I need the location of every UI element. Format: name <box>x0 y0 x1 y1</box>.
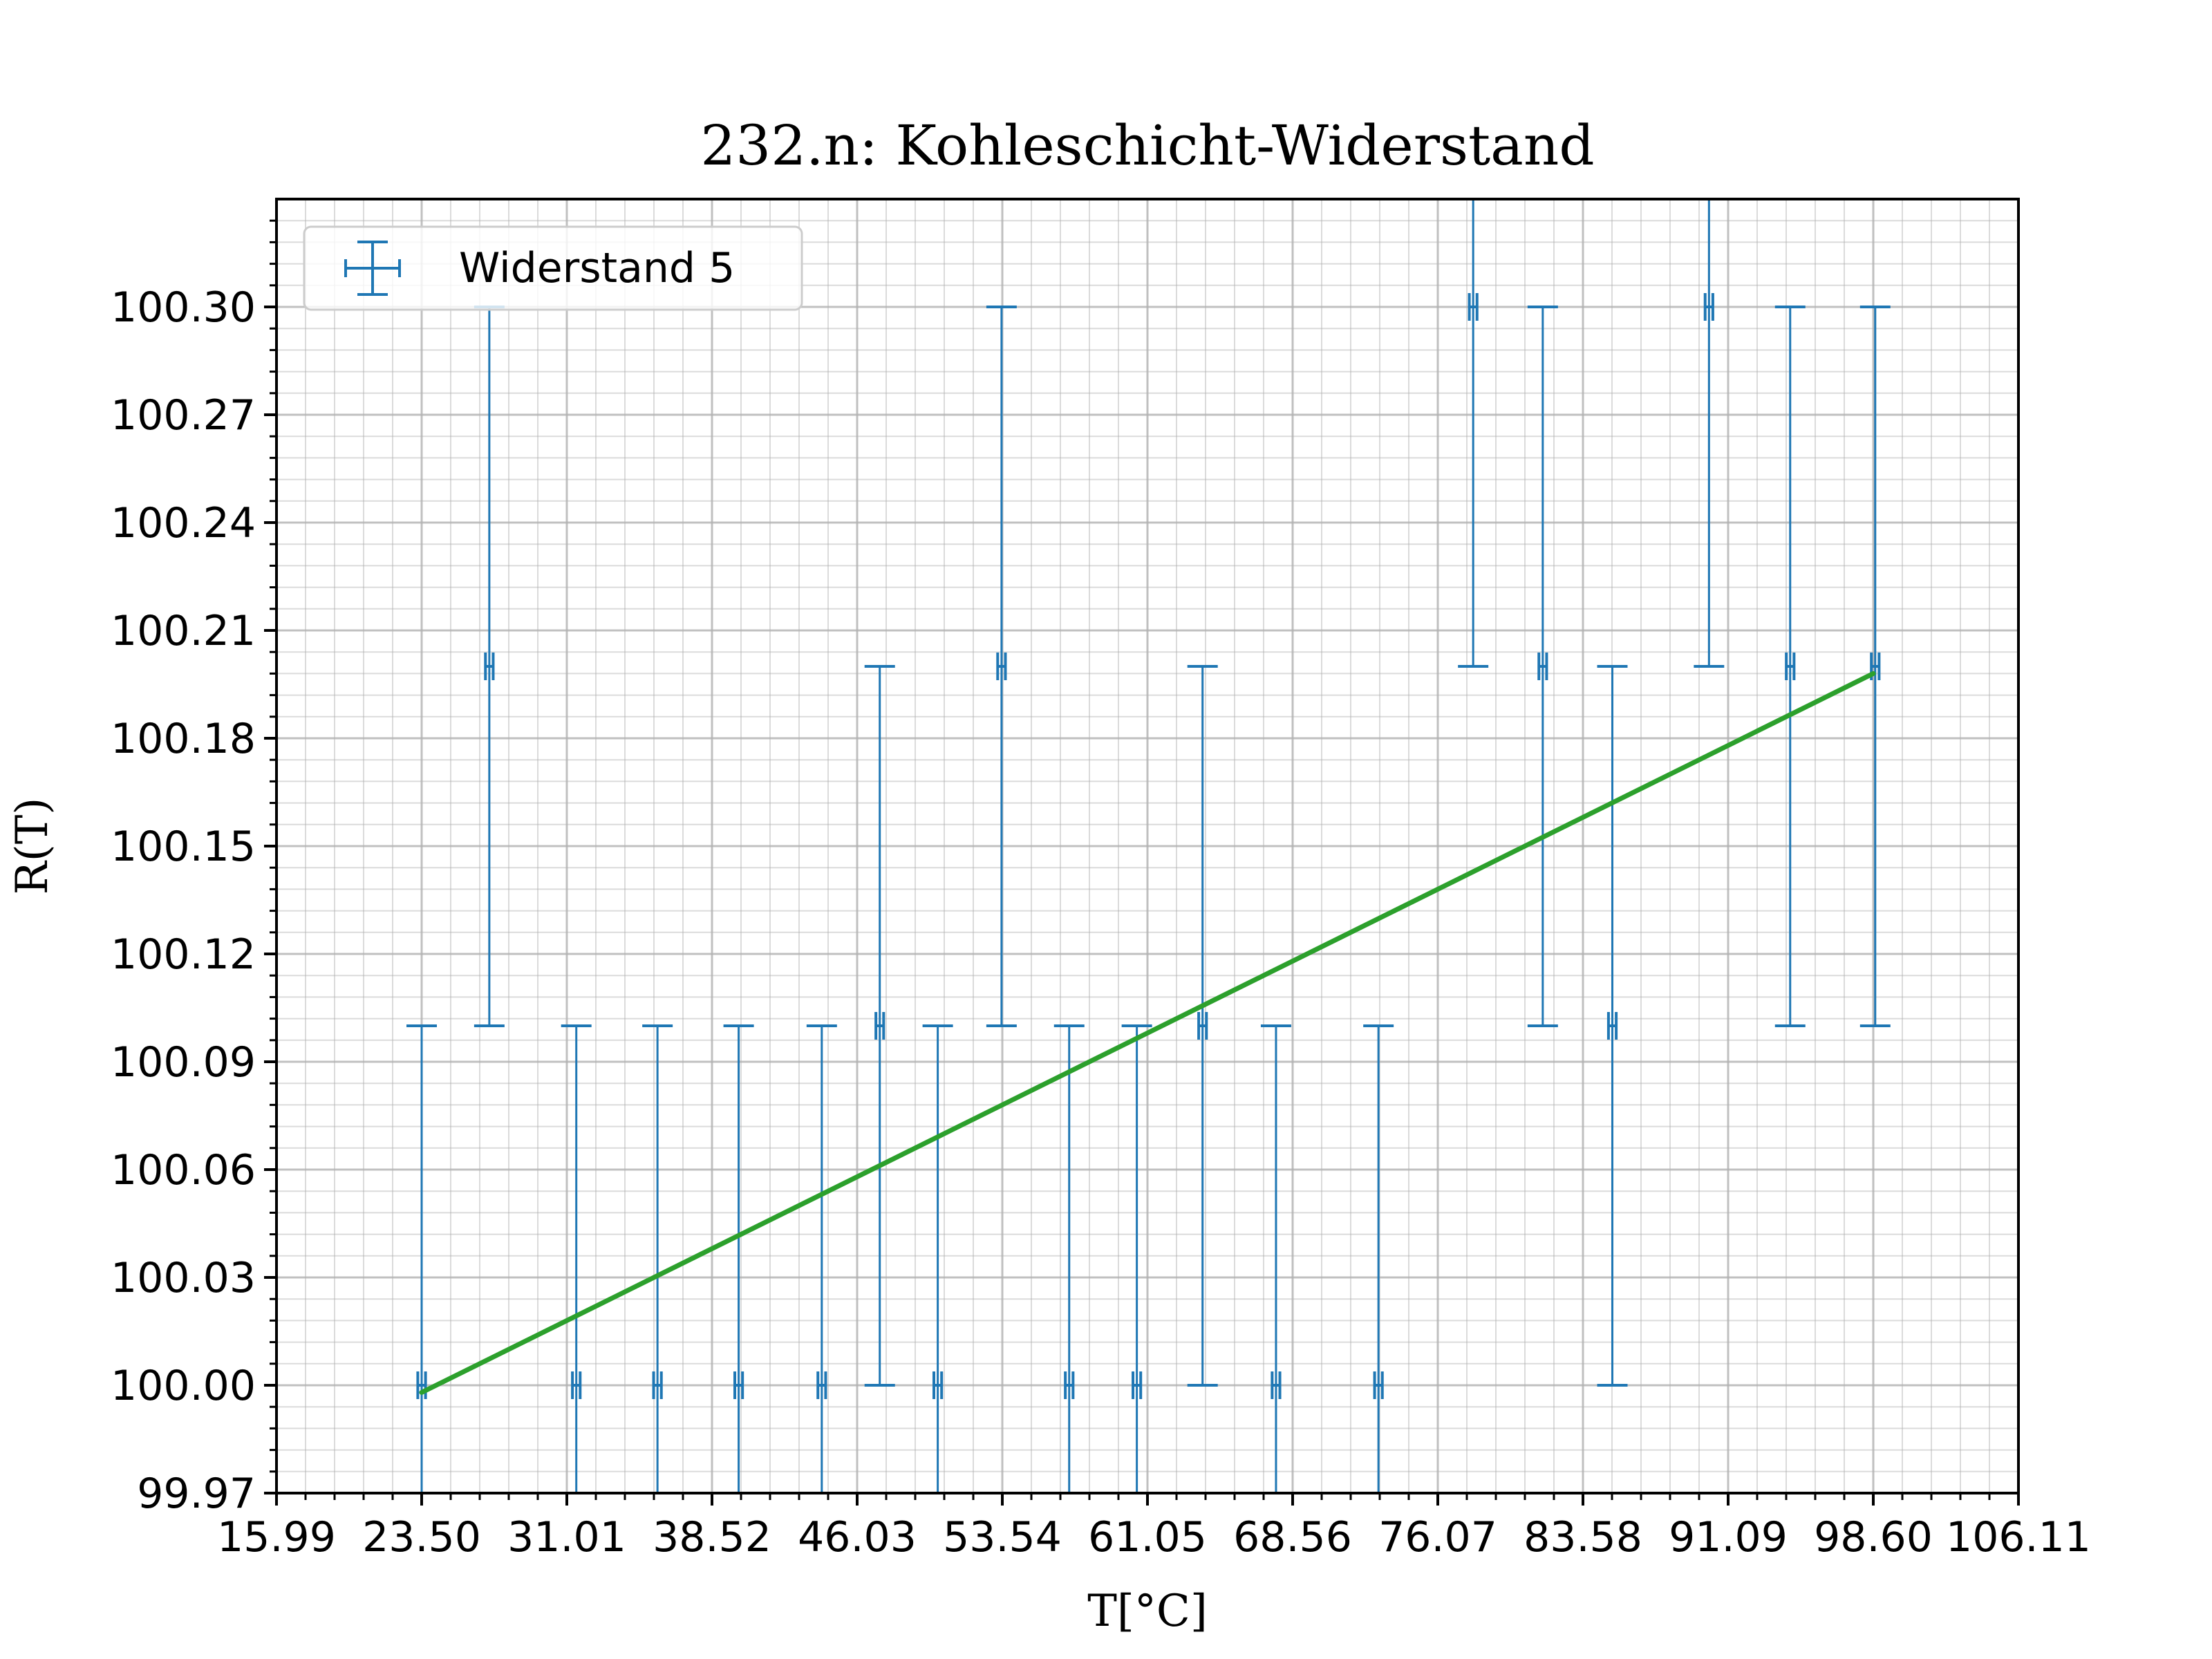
y-tick-label: 100.21 <box>111 607 256 655</box>
y-tick-label: 100.00 <box>111 1362 256 1410</box>
x-tick-label: 15.99 <box>217 1513 336 1562</box>
data-point <box>1694 199 1725 668</box>
x-tick-label: 106.11 <box>1946 1513 2091 1562</box>
data-point <box>406 1024 437 1493</box>
data-point <box>922 1024 953 1493</box>
y-tick-label: 100.30 <box>111 283 256 332</box>
y-tick-label: 100.06 <box>111 1146 256 1194</box>
x-tick-label: 46.03 <box>798 1513 917 1562</box>
data-point <box>1774 306 1806 1027</box>
x-tick-label: 83.58 <box>1524 1513 1642 1562</box>
data-point <box>1527 306 1558 1027</box>
x-tick-label: 31.01 <box>507 1513 626 1562</box>
data-point <box>806 1024 837 1493</box>
ticks: 15.99 23.50 31.01 38.52 46.03 53.54 61.05 68.56… <box>111 219 2091 1562</box>
data-point <box>864 665 895 1387</box>
legend-marker-icon <box>344 241 401 296</box>
x-tick-label: 76.07 <box>1378 1513 1497 1562</box>
chart-title: 232.n: Kohleschicht-Widerstand <box>700 113 1594 178</box>
legend: Widerstand 5 <box>303 225 803 311</box>
fit-line-group <box>419 671 1876 1395</box>
x-tick-label: 61.05 <box>1088 1513 1207 1562</box>
data-point <box>561 1024 592 1493</box>
y-tick-label: 100.18 <box>111 715 256 763</box>
y-tick-label: 100.15 <box>111 823 256 871</box>
x-tick-label: 91.09 <box>1669 1513 1788 1562</box>
x-tick-label: 23.50 <box>362 1513 481 1562</box>
data-point <box>986 306 1017 1027</box>
data-point <box>1260 1024 1291 1493</box>
data-point <box>642 1024 673 1493</box>
y-tick-label: 100.24 <box>111 499 256 547</box>
data-point <box>1859 306 1891 1027</box>
data-point <box>723 1024 754 1493</box>
data-point <box>474 306 505 1027</box>
x-tick-label: 98.60 <box>1814 1513 1933 1562</box>
x-axis-label: T[°C] <box>1087 1586 1208 1637</box>
data-point <box>1187 665 1218 1387</box>
y-axis-label: R(T) <box>7 798 58 895</box>
fit-line <box>419 671 1876 1395</box>
data-point <box>1597 665 1628 1387</box>
data-point <box>1363 1024 1394 1493</box>
x-tick-label: 53.54 <box>943 1513 1062 1562</box>
data-point <box>1121 1024 1152 1493</box>
data-point <box>1053 1024 1085 1493</box>
y-tick-label: 100.27 <box>111 391 256 440</box>
legend-box <box>303 225 803 311</box>
errorbars <box>406 199 1891 1493</box>
y-tick-label: 99.97 <box>137 1470 256 1518</box>
y-tick-label: 100.03 <box>111 1254 256 1302</box>
x-tick-label: 68.56 <box>1233 1513 1352 1562</box>
y-tick-label: 100.09 <box>111 1038 256 1087</box>
x-tick-label: 38.52 <box>653 1513 771 1562</box>
legend-label: Widerstand 5 <box>459 244 735 292</box>
data-point <box>1458 199 1489 668</box>
y-tick-label: 100.12 <box>111 930 256 979</box>
